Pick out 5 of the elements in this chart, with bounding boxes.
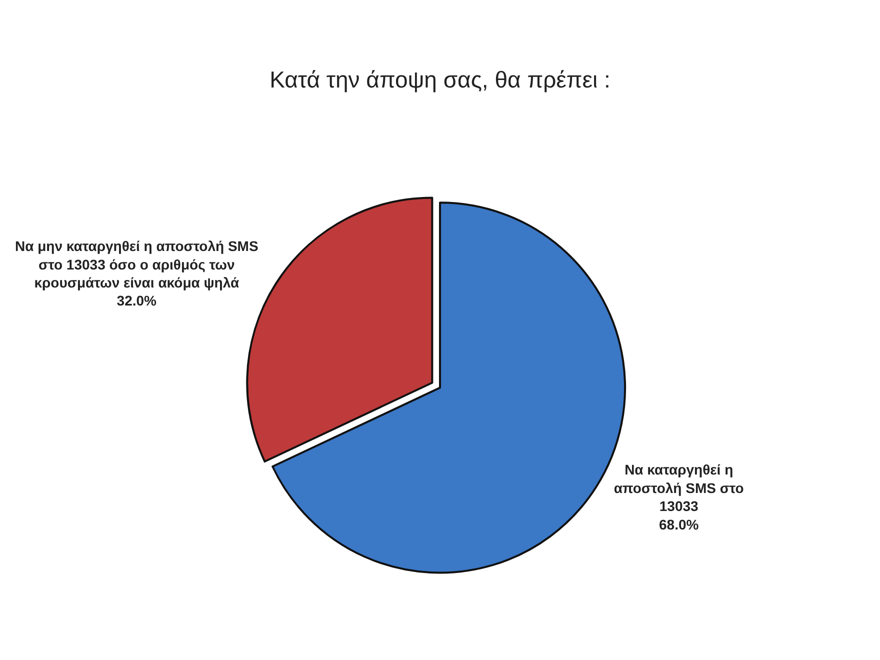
slice-label: Να μην καταργηθεί η αποστολή SMS στο 13033 όσο ο αριθμός των κρουσμάτων είναι ακόμα ψηλά xyxy=(15,238,258,291)
data-label: 68.0% xyxy=(659,516,700,532)
slice-label: Να καταργηθεί η αποστολή SMS στο 13033 xyxy=(614,462,744,514)
chart-title: Κατά την άποψη σας, θα πρέπει : xyxy=(270,66,610,92)
data-label: 32.0% xyxy=(116,292,158,309)
